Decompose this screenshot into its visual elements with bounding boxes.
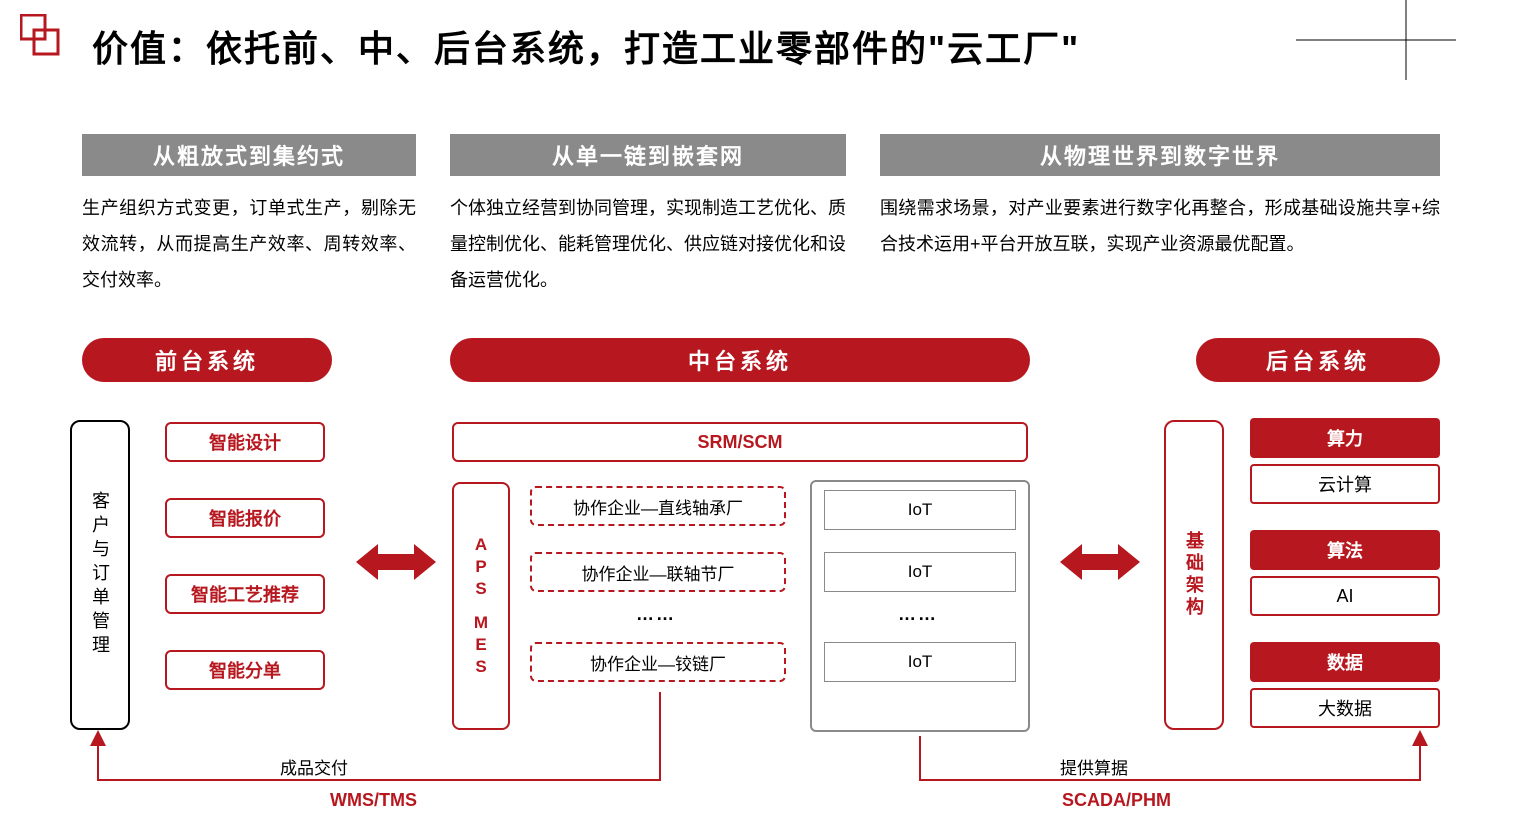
back-white-0: 云计算 (1250, 464, 1440, 504)
customer-order-box: 客户与订单管理 (70, 420, 130, 730)
logo-icon (20, 14, 60, 54)
col3-desc: 围绕需求场景，对产业要素进行数字化再整合，形成基础设施共享+综合技术运用+平台开… (880, 190, 1440, 262)
col2-header: 从单一链到嵌套网 (450, 134, 846, 176)
aps-2: S (475, 579, 486, 599)
col3-header: 从物理世界到数字世界 (880, 134, 1440, 176)
front-item-0: 智能设计 (165, 422, 325, 462)
arrow-front-middle (356, 540, 436, 584)
col1-header: 从粗放式到集约式 (82, 134, 416, 176)
back-white-1: AI (1250, 576, 1440, 616)
front-system-pill: 前台系统 (82, 338, 332, 382)
corner-decoration (1296, 0, 1516, 80)
partner-0: 协作企业—直线轴承厂 (530, 486, 786, 526)
page-title: 价值：依托前、中、后台系统，打造工业零部件的"云工厂" (92, 20, 1080, 72)
aps-6: S (475, 657, 486, 677)
front-item-1: 智能报价 (165, 498, 325, 538)
aps-1: P (475, 557, 486, 577)
front-item-3: 智能分单 (165, 650, 325, 690)
srm-scm-box: SRM/SCM (452, 422, 1028, 462)
back-system-pill: 后台系统 (1196, 338, 1440, 382)
partner-dots: …… (636, 604, 676, 625)
iot-0: IoT (824, 490, 1016, 530)
col1-desc: 生产组织方式变更，订单式生产，剔除无效流转，从而提高生产效率、周转效率、交付效率… (82, 190, 416, 298)
infra-label: 基础架构 (1181, 531, 1207, 619)
aps-0: A (475, 535, 487, 555)
aps-mes-box: A P S M E S (452, 482, 510, 730)
customer-order-label: 客户与订单管理 (87, 491, 113, 659)
flow-left-label: 成品交付 (280, 754, 348, 779)
flow-right-label: 提供算据 (1060, 754, 1128, 779)
back-red-0: 算力 (1250, 418, 1440, 458)
col2-desc: 个体独立经营到协同管理，实现制造工艺优化、质量控制优化、能耗管理优化、供应链对接… (450, 190, 846, 298)
flow-right-red: SCADA/PHM (1062, 790, 1171, 811)
arrow-middle-back (1060, 540, 1140, 584)
middle-system-pill: 中台系统 (450, 338, 1030, 382)
partner-2: 协作企业—铰链厂 (530, 642, 786, 682)
iot-dots: …… (898, 604, 938, 625)
front-item-2: 智能工艺推荐 (165, 574, 325, 614)
back-red-1: 算法 (1250, 530, 1440, 570)
flow-left-red: WMS/TMS (330, 790, 417, 811)
infra-box: 基础架构 (1164, 420, 1224, 730)
iot-1: IoT (824, 552, 1016, 592)
aps-4: M (474, 613, 488, 633)
back-red-2: 数据 (1250, 642, 1440, 682)
back-white-2: 大数据 (1250, 688, 1440, 728)
iot-2: IoT (824, 642, 1016, 682)
partner-1: 协作企业—联轴节厂 (530, 552, 786, 592)
aps-5: E (475, 635, 486, 655)
